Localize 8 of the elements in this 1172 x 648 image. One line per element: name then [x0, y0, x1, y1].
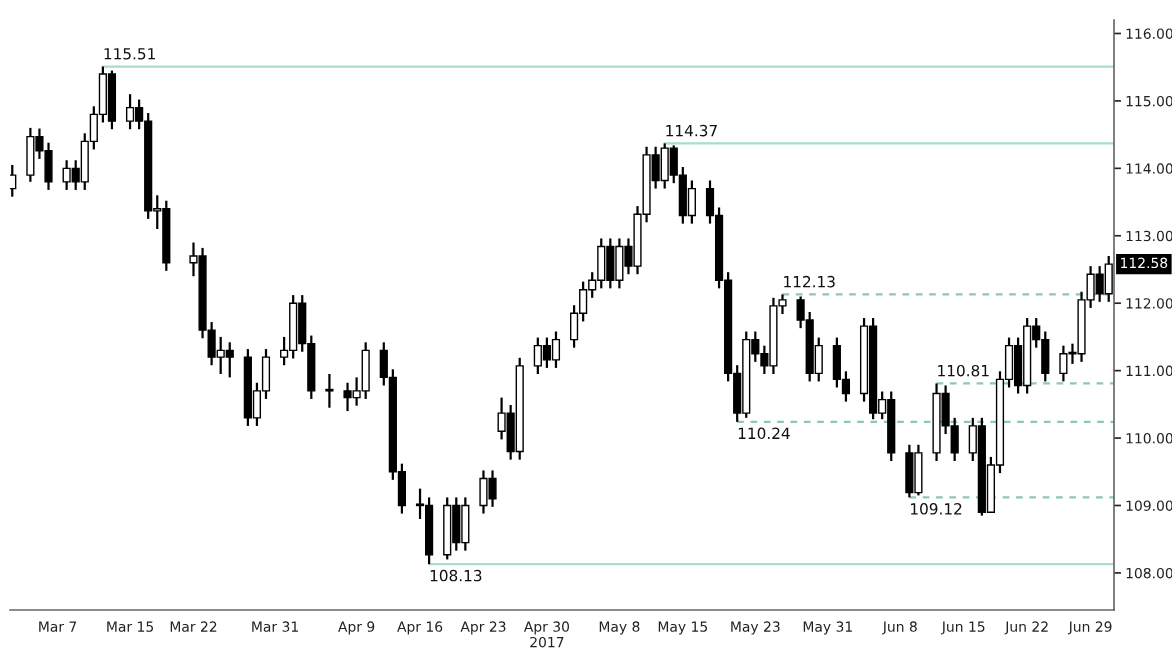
- candlestick: [225, 341, 234, 379]
- candlestick: [551, 330, 561, 370]
- candlestick: [687, 179, 696, 225]
- candlestick: [10, 163, 17, 198]
- candlestick: [361, 341, 370, 401]
- candlestick: [107, 69, 117, 131]
- candlestick: [125, 93, 135, 131]
- candlestick: [325, 372, 334, 409]
